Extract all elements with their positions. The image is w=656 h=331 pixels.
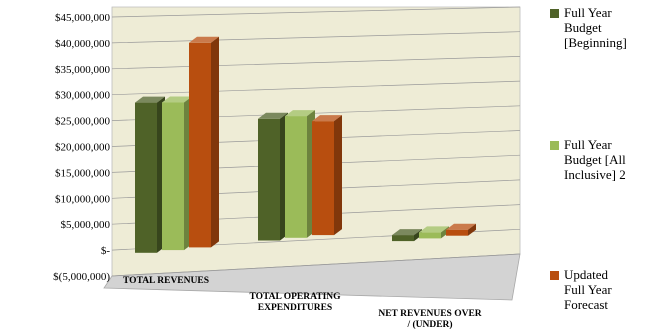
gridline [111, 80, 521, 96]
legend-swatch [550, 9, 559, 18]
y-tick-label: $40,000,000 [55, 38, 111, 50]
x-tick-label: TOTAL OPERATING [249, 292, 341, 302]
bar-front [162, 102, 184, 251]
bar [162, 96, 192, 251]
bar-top [135, 96, 165, 103]
x-tick-label: TOTAL REVENUES [123, 276, 209, 286]
y-tick-label: $(5,000,000) [53, 271, 110, 283]
legend-item: Full Year Budget [All Inclusive] 2 [550, 137, 654, 182]
bars [135, 36, 476, 253]
bar-top [419, 226, 449, 233]
bar [446, 223, 476, 236]
x-tick-label: / (UNDER) [406, 319, 452, 330]
bar [285, 110, 315, 238]
bar-side [211, 36, 219, 248]
gridline [111, 31, 521, 44]
y-tick-label: $10,000,000 [55, 193, 111, 205]
bar-front [285, 116, 307, 238]
y-tick-label: $20,000,000 [55, 142, 111, 154]
legend: Full Year Budget [Beginning] Full Year Budge… [550, 0, 656, 331]
bar-front [446, 229, 468, 236]
legend-swatch [550, 141, 559, 150]
legend-item: Updated Full Year Forecast [550, 267, 654, 312]
y-tick-label: $35,000,000 [55, 64, 111, 76]
bar-top [312, 115, 342, 122]
bar-side [468, 223, 476, 236]
legend-label: Updated Full Year Forecast [564, 267, 612, 312]
x-tick-label: EXPENDITURES [258, 303, 332, 313]
y-tick-label: $25,000,000 [55, 116, 111, 128]
x-tick-label: NET REVENUES OVER [378, 309, 481, 319]
bar-side [334, 115, 342, 236]
bar-front [419, 232, 441, 239]
gridline [111, 56, 521, 70]
legend-label: Full Year Budget [Beginning] [564, 5, 627, 50]
bar-front [312, 121, 334, 236]
y-tick-label: $- [101, 245, 111, 257]
bar-front [189, 42, 211, 248]
legend-label: Full Year Budget [All Inclusive] 2 [564, 137, 626, 182]
bar [312, 115, 342, 236]
legend-swatch [550, 271, 559, 280]
bar [135, 96, 165, 253]
bar-top [258, 112, 288, 119]
gridline [111, 253, 521, 277]
y-axis: $45,000,000 $40,000,000 $35,000,000 $30,000… [53, 12, 110, 283]
bar-front [392, 235, 414, 242]
y-tick-label: $30,000,000 [55, 90, 111, 102]
bar-top [446, 223, 476, 230]
bar-top [285, 110, 315, 117]
y-tick-label: $5,000,000 [61, 219, 111, 231]
bar [189, 36, 219, 248]
bar-top [189, 36, 219, 43]
x-axis: TOTAL REVENUES TOTAL OPERATINGEXPENDITURE… [123, 276, 482, 330]
y-tick-label: $15,000,000 [55, 167, 111, 179]
bar-top [392, 229, 422, 236]
chart: $45,000,000 $40,000,000 $35,000,000 $30,000… [53, 6, 521, 330]
bar-top [162, 96, 192, 103]
bar [258, 112, 288, 241]
bar-front [258, 118, 280, 241]
bar-front [135, 102, 157, 253]
gridline [111, 6, 521, 18]
legend-item: Full Year Budget [Beginning] [550, 5, 654, 50]
y-tick-label: $45,000,000 [55, 12, 111, 24]
